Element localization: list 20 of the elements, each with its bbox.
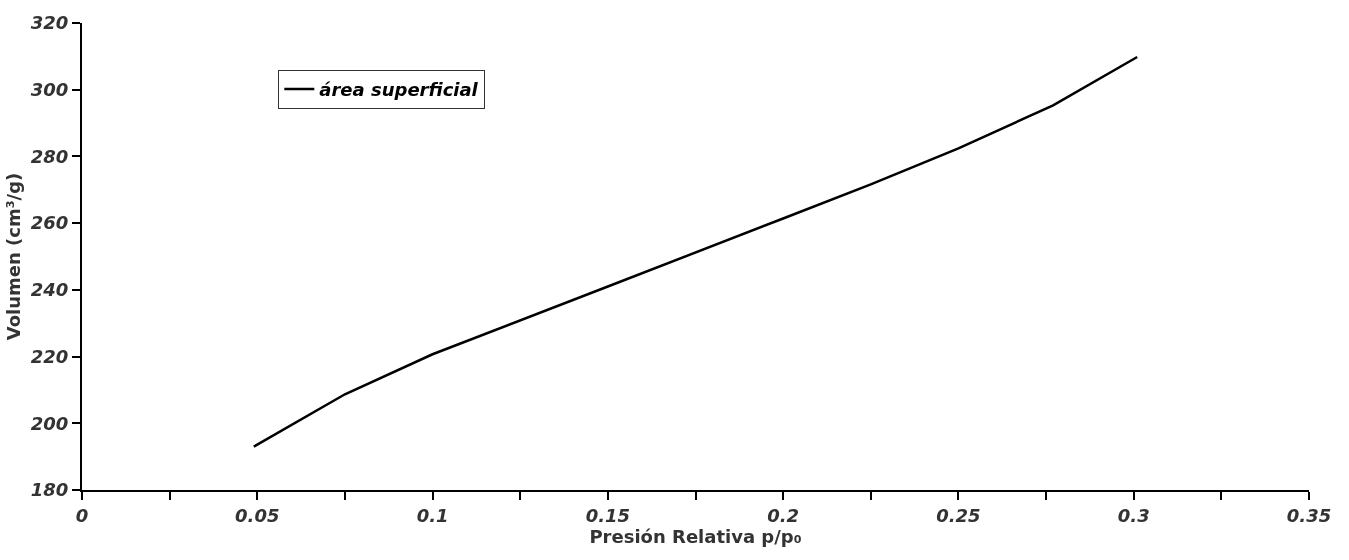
- y-tick-label: 240: [30, 279, 69, 301]
- y-tick-label: 320: [30, 12, 69, 34]
- y-tick-label: 260: [30, 212, 69, 234]
- x-tick-label: 0.15: [585, 504, 631, 526]
- line-series: [252, 55, 1139, 448]
- y-axis-title: Volumen (cm³/g): [2, 172, 24, 341]
- x-tick-label: 0.05: [235, 504, 280, 526]
- x-tick-label: 0.35: [1286, 504, 1332, 526]
- x-tick-label: 0: [75, 504, 89, 526]
- y-tick-label: 300: [30, 79, 69, 101]
- y-tick-label: 180: [30, 479, 69, 501]
- y-tick-label: 220: [30, 345, 69, 367]
- y-tick-label: 280: [30, 145, 69, 167]
- x-tick-label: 0.25: [936, 504, 981, 526]
- legend-label: área superficial: [319, 78, 479, 100]
- x-tick-label: 0.1: [416, 504, 449, 526]
- x-tick-label: 0.2: [767, 504, 800, 526]
- x-tick-label: 0.3: [1117, 504, 1150, 526]
- x-axis-title: Presión Relativa p/p₀: [589, 526, 802, 548]
- y-tick-label: 200: [30, 412, 69, 434]
